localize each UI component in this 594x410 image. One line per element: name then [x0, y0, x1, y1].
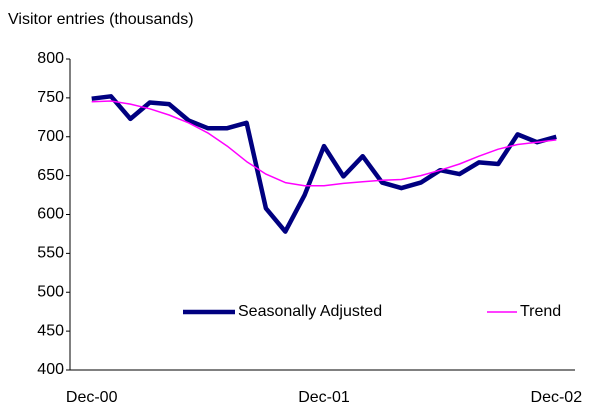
y-tick-label: 650 — [37, 167, 64, 184]
series-line — [91, 100, 557, 187]
x-tick-label: Dec-02 — [531, 389, 583, 406]
y-tick-label: 550 — [37, 245, 64, 262]
x-tick-label: Dec-00 — [66, 389, 118, 406]
x-tick-label: Dec-01 — [298, 389, 350, 406]
y-tick-label: 700 — [37, 128, 64, 145]
y-tick-label: 500 — [37, 283, 64, 300]
y-tick-label: 400 — [37, 361, 64, 378]
series-line — [91, 94, 557, 234]
y-tick-label: 450 — [37, 322, 64, 339]
y-tick-label: 600 — [37, 206, 64, 223]
y-tick-label: 800 — [37, 50, 64, 67]
y-tick-label: 750 — [37, 89, 64, 106]
legend-label: Seasonally Adjusted — [238, 303, 382, 320]
axis-title: Visitor entries (thousands) — [8, 11, 194, 28]
legend-label: Trend — [520, 303, 561, 320]
